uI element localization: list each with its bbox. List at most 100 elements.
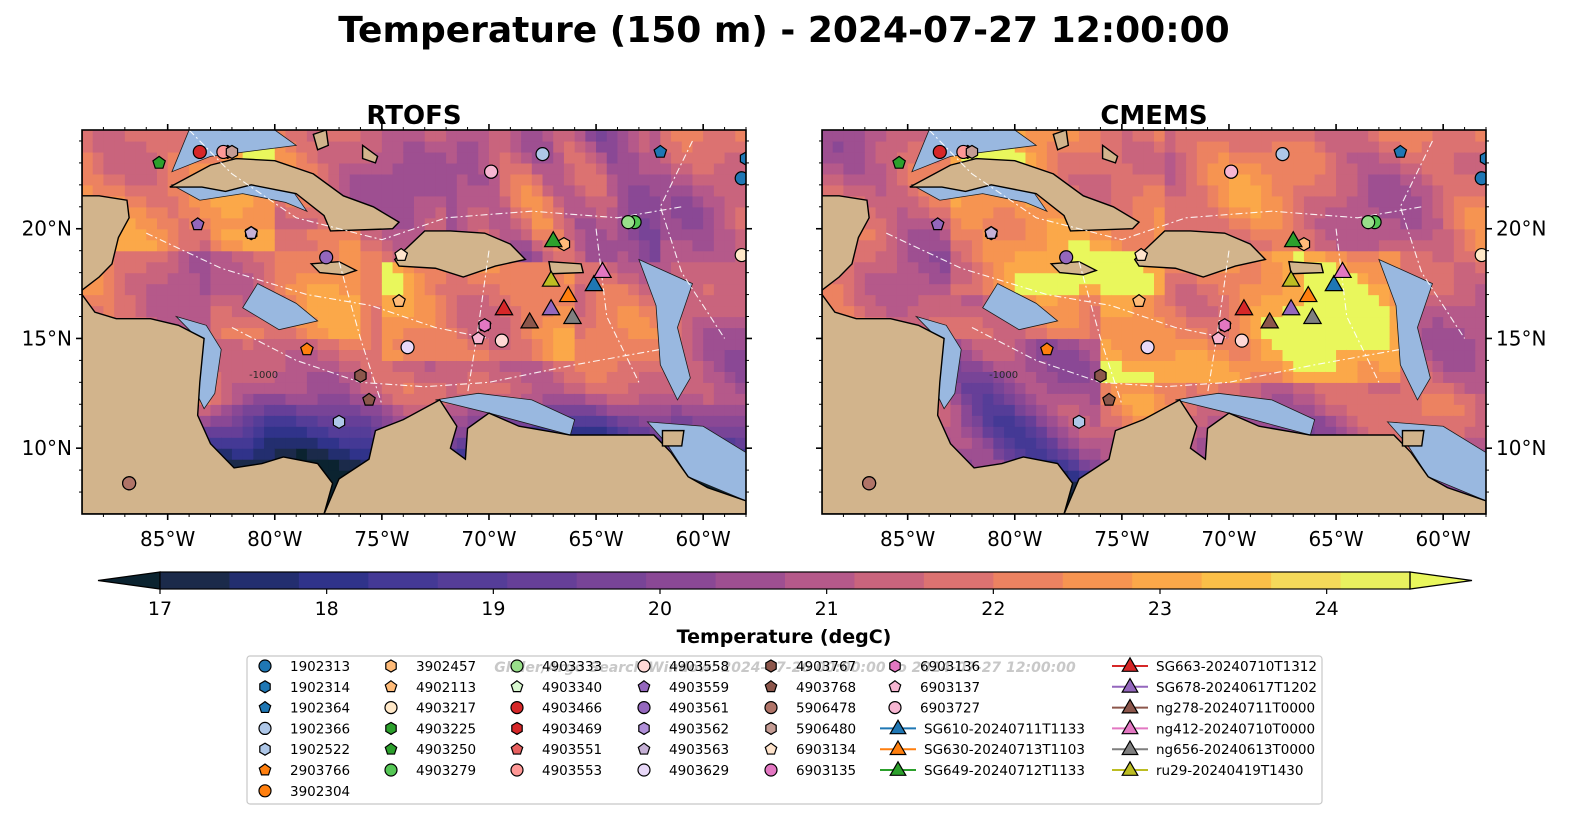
- legend-label: 4902113: [416, 680, 476, 696]
- lon-tick-label: 75°W: [1094, 527, 1149, 551]
- legend-item: 4903768: [764, 680, 856, 696]
- obs-sg630-20240713t1103: [1298, 285, 1318, 303]
- panel-title-cmems: CMEMS: [1100, 101, 1207, 131]
- legend-item: 6903137: [888, 680, 980, 696]
- obs-ng412-20240710t0000: [592, 261, 613, 279]
- legend-label: 6903136: [920, 659, 980, 675]
- legend-item: 6903136: [889, 659, 980, 675]
- obs-4903768: [362, 392, 376, 406]
- legend-marker-3902304: [258, 784, 272, 798]
- legend-label: 6903134: [796, 742, 856, 758]
- colorbar-tick-label: 21: [815, 598, 839, 620]
- lon-tick-label: 70°W: [461, 527, 516, 551]
- obs-1902366: [535, 147, 550, 162]
- legend-item: 4903225: [385, 721, 476, 737]
- legend-marker-4903563: [637, 742, 651, 755]
- lon-tick-label: 65°W: [1308, 527, 1363, 551]
- colorbar-segment: [298, 572, 369, 589]
- obs-1902314: [1479, 151, 1486, 166]
- legend-item: 4903279: [384, 763, 476, 779]
- legend-marker-4903629: [637, 763, 651, 777]
- legend-item: 5906478: [764, 700, 856, 717]
- colorbar-segment: [1062, 572, 1133, 589]
- legend-marker-sg663-20240710t1312: [1121, 656, 1139, 672]
- legend-marker-4903340: [510, 680, 524, 693]
- obs-4903333: [621, 215, 636, 230]
- obs-6903137: [471, 331, 486, 345]
- obs-5906480: [225, 144, 239, 160]
- obs-6903134: [394, 247, 409, 261]
- lat-tick-label: 10°N: [22, 436, 72, 460]
- obs-4903558: [1234, 333, 1249, 348]
- legend-marker-4903466: [510, 700, 524, 715]
- legend-marker-6903135: [764, 763, 778, 777]
- legend-label: SG610-20240711T1133: [924, 721, 1085, 737]
- legend-item: ng656-20240613T0000: [1112, 739, 1315, 758]
- obs-4903250: [892, 155, 906, 169]
- obs-4903466: [932, 144, 947, 160]
- obs-1902366: [1275, 147, 1290, 162]
- legend-marker-4902113: [384, 680, 398, 693]
- legend-label: 4903559: [669, 680, 729, 696]
- legend-marker-1902314: [259, 680, 271, 694]
- legend-label: 4903562: [669, 721, 729, 737]
- legend-item: SG663-20240710T1312: [1112, 656, 1317, 675]
- legend-label: 4903466: [542, 701, 602, 717]
- obs-1902313: [734, 171, 746, 186]
- legend-item: SG678-20240617T1202: [1112, 677, 1317, 696]
- legend-marker-4903553: [510, 763, 524, 777]
- legend-item: ng412-20240710T0000: [1112, 718, 1315, 737]
- legend-marker-5906478: [764, 700, 778, 715]
- colorbar-segment: [715, 572, 786, 589]
- legend-marker-4903551: [510, 742, 524, 755]
- map-field-rtofs: -1000: [82, 130, 746, 514]
- legend-label: 4903217: [416, 701, 476, 717]
- legend-item: 4903333: [510, 659, 602, 675]
- legend-label: 4903768: [796, 680, 856, 696]
- legend-marker-3902457: [385, 659, 397, 673]
- legend-marker-6903134: [764, 742, 778, 755]
- obs-sg610-20240711t1133: [1324, 274, 1344, 292]
- lat-tick-label: 15°N: [1496, 326, 1546, 350]
- legend-marker-ng412-20240710t0000: [1121, 718, 1139, 735]
- legend-label: 4903551: [542, 742, 602, 758]
- legend-marker-4903225: [385, 721, 397, 736]
- legend-item: 4903466: [510, 700, 602, 717]
- legend-item: 1902314: [259, 680, 350, 696]
- colorbar-tick-label: 20: [648, 598, 672, 620]
- legend-label: 3902457: [416, 659, 476, 675]
- legend: Glider/Argo Search Window: 2024-07-26 00…: [246, 655, 1323, 805]
- colorbar: 17 18 19 20 21 22 23 24 Temperature (degC): [97, 571, 1473, 648]
- lon-tick-label: 65°W: [568, 527, 623, 551]
- legend-item: 6903135: [764, 763, 856, 779]
- obs-4903768: [1102, 392, 1116, 406]
- legend-item: 4903553: [510, 763, 602, 779]
- legend-marker-4903561: [637, 700, 651, 715]
- legend-marker-5906480: [765, 721, 777, 736]
- map-panel-rtofs[interactable]: RTOFS -1000 85°W 80°W 75°W 70°W 65°W 60°W 10°N…: [22, 101, 752, 551]
- legend-label: 1902313: [290, 659, 350, 675]
- colorbar-segment: [507, 572, 578, 589]
- obs-ru29-20240419t1430: [541, 270, 561, 287]
- legend-label: 4903563: [669, 742, 729, 758]
- legend-marker-ng656-20240613t0000: [1121, 739, 1139, 756]
- obs-sg630-20240713t1103: [558, 285, 578, 303]
- legend-marker-4903250: [384, 742, 398, 755]
- obs-4903217: [1474, 247, 1486, 263]
- legend-marker-4903279: [384, 763, 398, 777]
- legend-label: 4903279: [416, 763, 476, 779]
- map-frame: [81, 129, 747, 515]
- obs-ng656-20240613t0000: [1302, 307, 1323, 325]
- map-panel-cmems[interactable]: CMEMS -1000 85°W 80°W 75°W 70°W 65°W 60°W 10°N…: [801, 101, 1547, 551]
- obs-4903629: [1140, 340, 1155, 355]
- panel-title-rtofs: RTOFS: [366, 101, 461, 131]
- legend-item: SG610-20240711T1133: [880, 718, 1085, 737]
- colorbar-segment: [437, 572, 508, 589]
- obs-5906478: [122, 476, 137, 491]
- legend-label: 6903727: [920, 701, 980, 717]
- legend-label: 3902304: [290, 784, 350, 800]
- lon-tick-label: 75°W: [354, 527, 409, 551]
- lon-tick-label: 85°W: [880, 527, 935, 551]
- obs-sg610-20240711t1133: [584, 274, 604, 292]
- legend-marker-4903767: [765, 659, 777, 673]
